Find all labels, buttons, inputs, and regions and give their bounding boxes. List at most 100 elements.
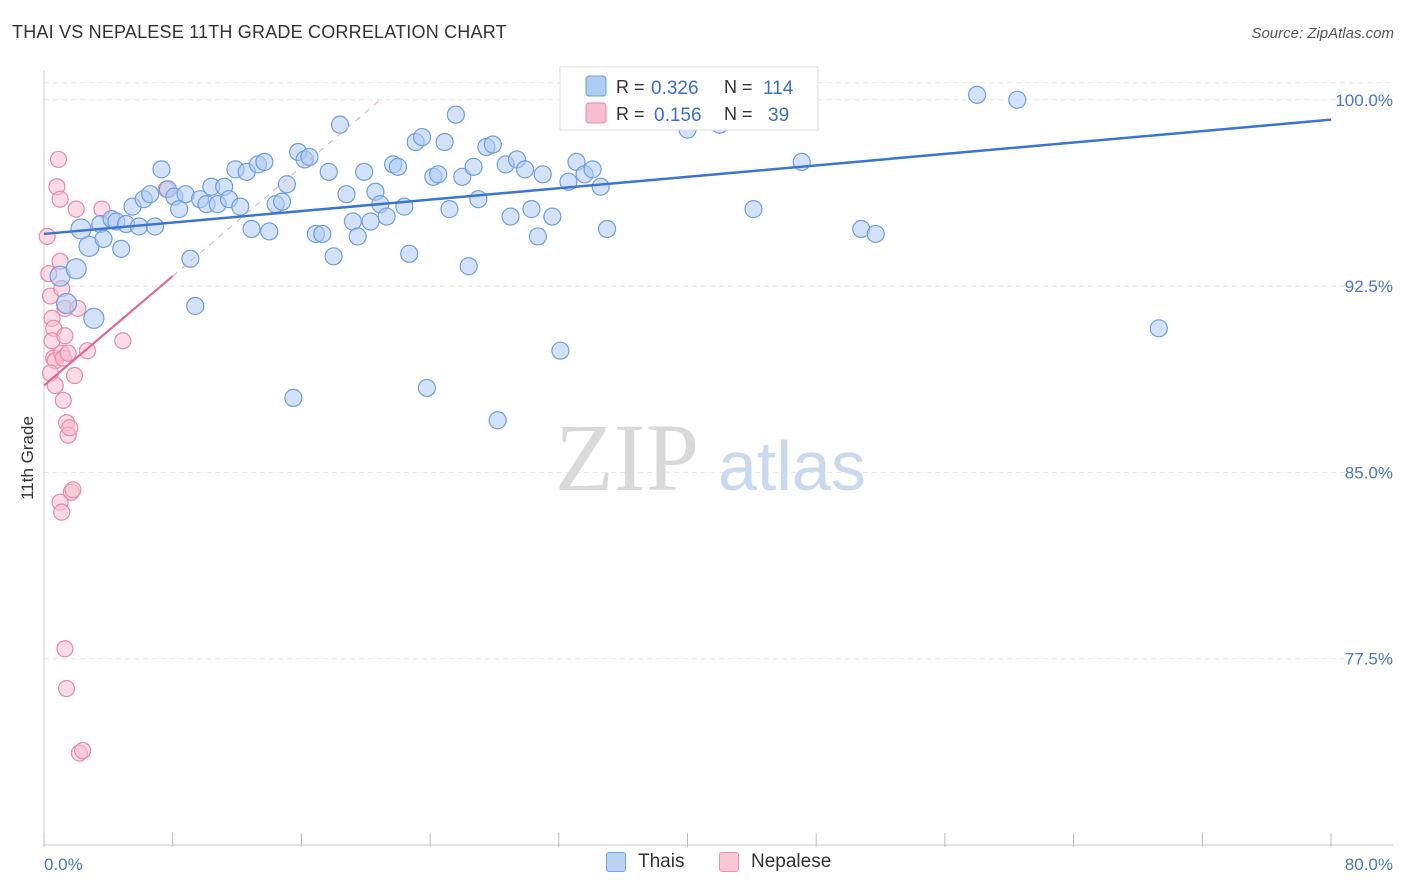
- legend-item-nepalese[interactable]: Nepalese: [719, 851, 831, 873]
- nepalese-point: [74, 742, 92, 760]
- y-tick-label: 85.0%: [1345, 463, 1393, 482]
- thais-point: [583, 160, 602, 179]
- legend-label-nepalese: Nepalese: [751, 851, 832, 872]
- thais-point: [1008, 90, 1027, 109]
- thais-point: [1149, 319, 1168, 338]
- legend-item-thais[interactable]: Thais: [606, 851, 684, 873]
- thais-point: [242, 219, 261, 239]
- legend-r-nepalese: 0.156: [654, 105, 702, 126]
- thais-point: [94, 229, 113, 249]
- thais-point: [543, 207, 562, 226]
- thais-point: [435, 132, 454, 152]
- nepalese-swatch: [719, 852, 739, 872]
- watermark-atlas: atlas: [718, 427, 866, 505]
- thais-point: [112, 239, 131, 258]
- legend-n-thais: 114: [763, 78, 794, 99]
- nepalese-point: [51, 190, 69, 208]
- nepalese-point: [65, 366, 84, 385]
- legend-n-nepalese: 39: [768, 105, 789, 126]
- thais-point: [440, 200, 459, 219]
- thais-point: [337, 185, 356, 204]
- thais-point: [591, 177, 610, 196]
- nepalese-point: [53, 503, 71, 521]
- thais-point: [522, 200, 541, 219]
- thais-point: [866, 224, 885, 244]
- thais-point: [967, 85, 987, 104]
- nepalese-point: [78, 342, 97, 360]
- legend-n-label: N =: [724, 104, 753, 124]
- legend-r-label: R =: [616, 77, 645, 97]
- thais-point: [483, 135, 502, 154]
- trend-lines: [43, 98, 1332, 387]
- thais-point: [377, 207, 396, 226]
- thais-point: [417, 378, 436, 398]
- thais-point: [319, 162, 338, 181]
- thais-point: [469, 190, 488, 209]
- thais-point: [412, 127, 432, 147]
- y-tick-label: 100.0%: [1335, 91, 1393, 110]
- legend-label-thais: Thais: [638, 851, 685, 872]
- thais-point: [597, 219, 617, 239]
- thais-point: [355, 162, 374, 181]
- legend-r-label: R =: [616, 104, 645, 124]
- thais-point: [181, 249, 200, 268]
- watermark-zip: ZIP: [555, 404, 699, 511]
- x-tick-labels: 0.0% 80.0%: [44, 855, 1393, 874]
- thais-point: [272, 192, 292, 211]
- thais-point: [464, 157, 483, 176]
- y-tick-label: 77.5%: [1345, 650, 1393, 669]
- legend-n-label: N =: [724, 77, 753, 97]
- thais-point: [330, 115, 350, 134]
- thais-point: [533, 165, 552, 184]
- nepalese-point: [57, 679, 76, 698]
- thais-point: [361, 212, 380, 231]
- thais-point: [255, 152, 274, 172]
- thais-point: [324, 247, 343, 266]
- thais-point: [55, 292, 78, 315]
- legend-swatch-nepalese: [585, 102, 607, 124]
- thais-swatch: [606, 852, 626, 872]
- thais-point: [515, 160, 535, 179]
- series-legend: Thais Nepalese: [0, 851, 1406, 879]
- thais-point: [83, 307, 105, 329]
- legend-r-thais: 0.326: [651, 78, 699, 99]
- thais-point: [459, 257, 478, 276]
- stats-legend: R = 0.326 N = 114 R = 0.156 N = 39: [559, 66, 819, 131]
- nepalese-point: [46, 376, 64, 395]
- thais-point: [260, 222, 279, 241]
- nepalese-point: [114, 332, 132, 350]
- thais-point: [501, 207, 520, 226]
- nepalese-trend-extension: [172, 98, 383, 277]
- thais-point: [152, 160, 171, 179]
- x-tick-label: 0.0%: [44, 855, 83, 874]
- thais-point: [528, 227, 547, 246]
- nepalese-point: [59, 344, 77, 362]
- y-axis-label: 11th Grade: [18, 416, 37, 500]
- thais-point: [145, 217, 165, 236]
- legend-swatch-thais: [585, 75, 607, 97]
- thais-point: [744, 200, 763, 219]
- axes: [43, 70, 1393, 847]
- thais-point: [400, 244, 419, 263]
- x-tick-label: 80.0%: [1345, 855, 1393, 874]
- nepalese-point: [56, 640, 74, 658]
- thais-points: [49, 85, 1168, 430]
- thais-point: [348, 227, 367, 246]
- thais-point: [446, 105, 465, 124]
- thais-point: [300, 147, 319, 167]
- nepalese-point: [61, 419, 79, 437]
- thais-point: [186, 296, 205, 316]
- thais-point: [65, 258, 87, 280]
- nepalese-point: [56, 327, 74, 345]
- thais-point: [141, 185, 160, 204]
- nepalese-trend-line: [43, 275, 174, 387]
- thais-point: [231, 197, 250, 216]
- thais-point: [429, 165, 448, 184]
- nepalese-point: [67, 200, 85, 218]
- nepalese-point: [54, 391, 72, 409]
- nepalese-point: [49, 150, 68, 169]
- y-tick-labels: 77.5% 85.0% 92.5% 100.0%: [1335, 91, 1393, 669]
- nepalese-point: [38, 227, 56, 246]
- chart-title: THAI VS NEPALESE 11TH GRADE CORRELATION …: [12, 22, 507, 42]
